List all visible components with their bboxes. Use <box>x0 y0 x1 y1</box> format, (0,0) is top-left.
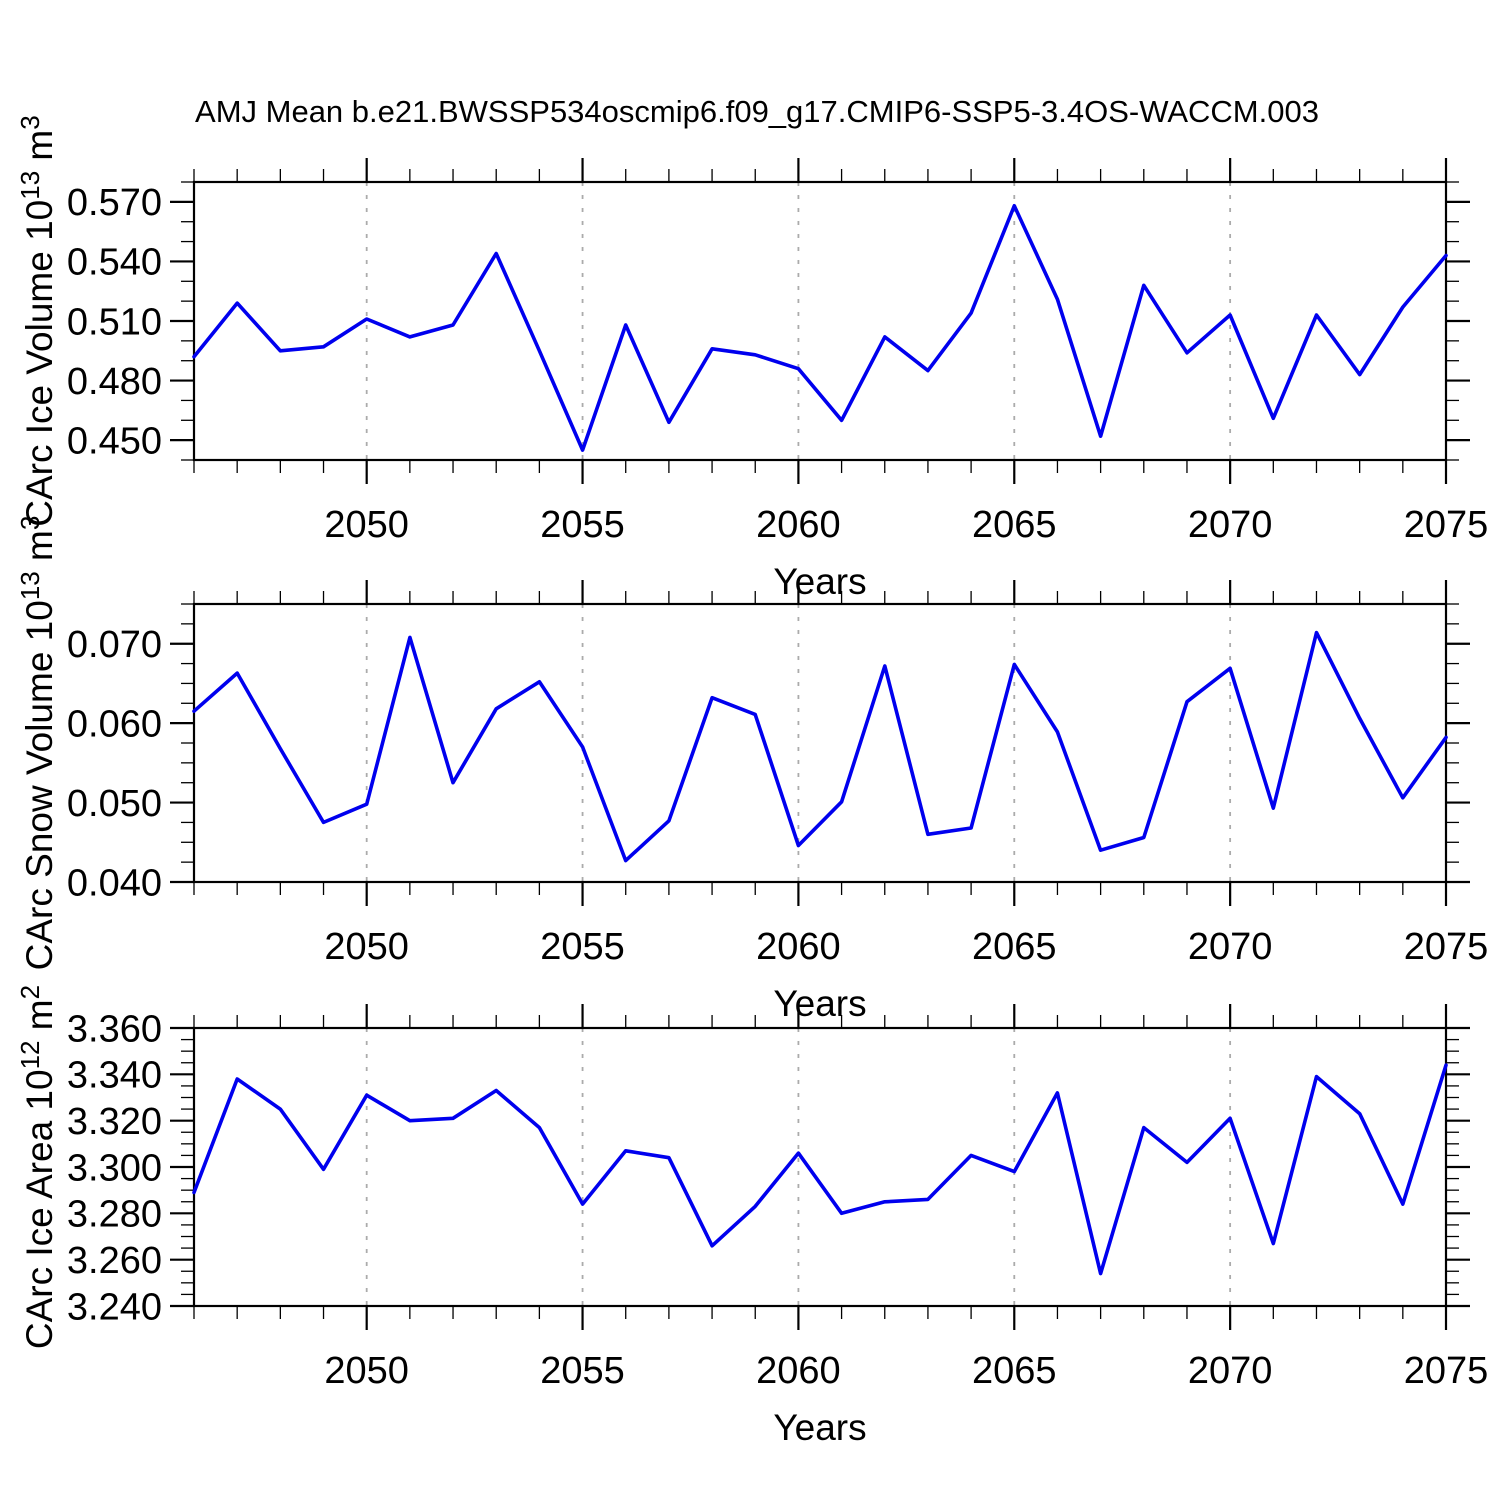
y-tick-label: 0.540 <box>67 242 162 284</box>
x-tick-label: 2065 <box>972 926 1057 968</box>
ice-volume-line <box>192 204 1448 452</box>
x-axis-title: Years <box>773 1407 866 1448</box>
y-tick-label: 0.450 <box>67 420 162 462</box>
x-tick-label: 2075 <box>1404 1350 1489 1392</box>
y-tick-label: 3.340 <box>67 1055 162 1097</box>
x-tick-label: 2055 <box>540 1350 625 1392</box>
y-tick-label: 0.060 <box>67 703 162 745</box>
x-tick-label: 2070 <box>1188 1350 1273 1392</box>
y-tick-label: 3.280 <box>67 1194 162 1236</box>
ice-volume-panel: 0.450 0.480 0.510 0.540 0.570 2050 2055 2060 206… <box>15 115 1488 602</box>
y-tick-label: 3.320 <box>67 1101 162 1143</box>
x-tick-label: 2055 <box>540 926 625 968</box>
y-tick-label: 3.240 <box>67 1286 162 1328</box>
y-tick-label: 0.570 <box>67 182 162 224</box>
y-axis-title: CArc Ice Volume 1013 m3 <box>15 115 60 526</box>
x-tick-label: 2070 <box>1188 504 1273 546</box>
y-tick-label: 0.050 <box>67 783 162 825</box>
y-tick-label: 0.070 <box>67 624 162 666</box>
x-tick-label: 2060 <box>756 504 841 546</box>
x-axis-title: Years <box>773 561 866 602</box>
plot-box <box>192 180 1448 462</box>
panels-group: 0.450 0.480 0.510 0.540 0.570 2050 2055 2060 206… <box>15 115 1488 1448</box>
x-tick-label: 2050 <box>324 504 409 546</box>
x-tick-label: 2075 <box>1404 926 1489 968</box>
plot-box <box>192 1026 1448 1308</box>
x-tick-label: 2065 <box>972 504 1057 546</box>
ice-area-line <box>192 1063 1448 1276</box>
x-tick-label: 2075 <box>1404 504 1489 546</box>
x-tick-label: 2060 <box>756 1350 841 1392</box>
x-tick-label: 2070 <box>1188 926 1273 968</box>
x-tick-label: 2065 <box>972 1350 1057 1392</box>
x-tick-label: 2050 <box>324 926 409 968</box>
x-tick-label: 2050 <box>324 1350 409 1392</box>
y-tick-label: 0.510 <box>67 301 162 343</box>
snow-volume-line <box>192 630 1448 863</box>
snow-volume-panel: 0.040 0.050 0.060 0.070 2050 2055 2060 2065 2070… <box>15 516 1488 1024</box>
y-tick-label: 0.480 <box>67 361 162 403</box>
x-axis-title: Years <box>773 983 866 1024</box>
x-tick-label: 2060 <box>756 926 841 968</box>
y-tick-label: 0.040 <box>67 862 162 904</box>
y-tick-label: 3.260 <box>67 1240 162 1282</box>
y-tick-label: 3.300 <box>67 1147 162 1189</box>
x-tick-label: 2055 <box>540 504 625 546</box>
y-axis-title: CArc Snow Volume 1013 m3 <box>15 516 60 971</box>
figure-title: AMJ Mean b.e21.BWSSP534oscmip6.f09_g17.C… <box>195 94 1319 129</box>
y-axis-title: CArc Ice Area 1012 m2 <box>15 985 60 1349</box>
y-tick-label: 3.360 <box>67 1008 162 1050</box>
